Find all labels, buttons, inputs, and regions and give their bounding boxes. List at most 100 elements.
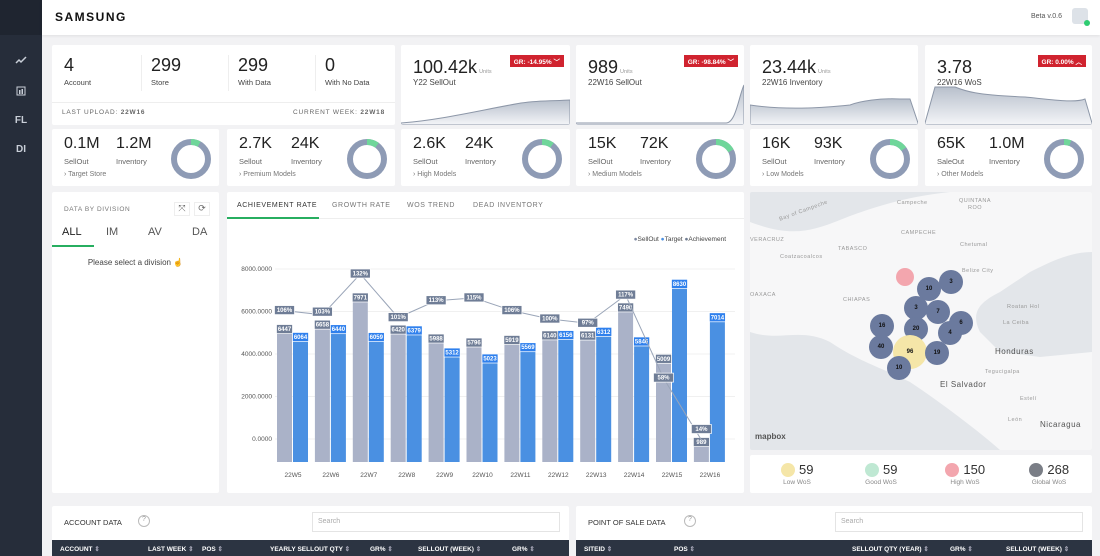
kpi-card[interactable]: 23.44k Units 22W16 Inventory bbox=[750, 45, 918, 125]
column-header[interactable]: GR% ⇕ bbox=[950, 545, 973, 553]
column-header[interactable]: GR% ⇕ bbox=[512, 545, 535, 553]
wos-legend-item[interactable]: 268 Global WoS bbox=[1008, 461, 1090, 486]
target-bar[interactable] bbox=[634, 340, 650, 462]
column-header[interactable]: SELLOUT (WEEK) ⇕ bbox=[418, 545, 481, 553]
segment-card[interactable]: 65K SaleOut 1.0M Inventory › Other Model… bbox=[925, 129, 1092, 186]
sellout-bar[interactable] bbox=[466, 342, 482, 462]
column-header[interactable]: GR% ⇕ bbox=[370, 545, 393, 553]
map-cluster-high[interactable] bbox=[896, 268, 914, 286]
column-header[interactable]: SELLOUT (WEEK) ⇕ bbox=[1006, 545, 1069, 553]
sellout-bar[interactable] bbox=[580, 335, 596, 462]
x-tick-label: 22W14 bbox=[624, 472, 645, 479]
wos-legend-item[interactable]: 59 Low WoS bbox=[756, 461, 838, 486]
map-cluster-global[interactable]: 40 bbox=[869, 335, 893, 359]
division-tab-da[interactable]: DA bbox=[192, 226, 208, 238]
last-upload: LAST UPLOAD: 22W16 bbox=[62, 109, 145, 116]
segment-card[interactable]: 2.6K SellOut 24K Inventory › High Models bbox=[401, 129, 570, 186]
sort-icon[interactable]: ⇕ bbox=[529, 546, 535, 553]
target-bar[interactable] bbox=[596, 331, 612, 462]
column-header[interactable]: LAST WEEK ⇕ bbox=[148, 545, 194, 553]
target-bar[interactable] bbox=[406, 329, 422, 462]
column-header[interactable]: POS ⇕ bbox=[202, 545, 223, 553]
map-cluster-global[interactable]: 16 bbox=[870, 314, 894, 338]
column-header-label: SELLOUT (WEEK) bbox=[418, 546, 474, 553]
sellout-bar[interactable] bbox=[504, 339, 520, 462]
wos-legend-item[interactable]: 59 Good WoS bbox=[840, 461, 922, 486]
division-tab-all[interactable]: ALL bbox=[62, 226, 82, 238]
sort-icon[interactable]: ⇕ bbox=[1063, 546, 1070, 553]
map-cluster-global[interactable]: 7 bbox=[926, 300, 950, 324]
sort-icon[interactable]: ⇕ bbox=[387, 546, 393, 553]
sidebar-item-fl[interactable]: FL bbox=[14, 115, 28, 126]
sort-icon[interactable]: ⇕ bbox=[967, 546, 973, 553]
segment-link[interactable]: › Target Store bbox=[64, 171, 106, 178]
segment-card[interactable]: 16K SellOut 93K Inventory › Low Models bbox=[750, 129, 918, 186]
segment-card[interactable]: 0.1M SellOut 1.2M Inventory › Target Sto… bbox=[52, 129, 219, 186]
column-header[interactable]: POS ⇕ bbox=[674, 545, 695, 553]
sort-icon[interactable]: ⇕ bbox=[94, 546, 100, 553]
sort-icon[interactable]: ⇕ bbox=[689, 546, 695, 553]
sidebar-item-trend[interactable] bbox=[0, 56, 42, 67]
target-bar[interactable] bbox=[520, 346, 536, 462]
segment-link[interactable]: › High Models bbox=[413, 171, 456, 178]
sellout-bar[interactable] bbox=[390, 329, 406, 462]
sidebar-item-calendar[interactable] bbox=[0, 85, 42, 99]
sellout-bar[interactable] bbox=[618, 306, 634, 462]
achievement-label-bg bbox=[577, 317, 599, 328]
sort-icon[interactable]: ⇕ bbox=[344, 546, 351, 553]
sort-icon[interactable]: ⇕ bbox=[923, 546, 929, 553]
wos-legend-item[interactable]: 150 High WoS bbox=[924, 461, 1006, 486]
sort-icon[interactable]: ⇕ bbox=[188, 546, 194, 553]
sort-icon[interactable]: ⇕ bbox=[217, 546, 223, 553]
segment-card[interactable]: 15K SellOut 72K Inventory › Medium Model… bbox=[576, 129, 744, 186]
bar-label-bg bbox=[633, 336, 650, 347]
column-header[interactable]: SITEID ⇕ bbox=[584, 545, 612, 553]
target-bar[interactable] bbox=[293, 336, 308, 462]
division-tab-im[interactable]: IM bbox=[106, 226, 119, 238]
target-bar[interactable] bbox=[558, 334, 574, 462]
bar-label-bg bbox=[557, 330, 575, 340]
map-cluster-global[interactable]: 4 bbox=[938, 321, 962, 345]
map-cluster-global[interactable]: 10 bbox=[887, 356, 911, 380]
sellout-bar[interactable] bbox=[352, 297, 368, 462]
map-cluster-global[interactable]: 19 bbox=[925, 341, 949, 365]
tab-dead-inventory[interactable]: DEAD INVENTORY bbox=[473, 202, 544, 209]
division-tab-av[interactable]: AV bbox=[148, 226, 162, 238]
target-bar[interactable] bbox=[709, 316, 725, 462]
sort-icon[interactable]: ⇕ bbox=[475, 546, 482, 553]
expand-icon[interactable]: ⤧ bbox=[174, 202, 190, 216]
sidebar-item-di[interactable]: DI bbox=[16, 144, 26, 155]
segment-link[interactable]: › Low Models bbox=[762, 171, 804, 178]
column-header[interactable]: YEARLY SELLOUT QTY ⇕ bbox=[270, 545, 350, 553]
refresh-icon[interactable]: ⟳ bbox=[194, 202, 210, 216]
kpi-card[interactable]: 100.42k Units Y22 SellOut GR: -14.95% ﹀ bbox=[401, 45, 570, 125]
target-bar[interactable] bbox=[368, 336, 384, 462]
sellout-bar[interactable] bbox=[542, 334, 558, 462]
kpi-card[interactable]: 3.78 22W16 WoS GR: 0.00% ︿ bbox=[925, 45, 1092, 125]
target-bar[interactable] bbox=[672, 283, 687, 462]
account-search-input[interactable]: Search bbox=[312, 512, 560, 532]
division-message: Please select a division ☝ bbox=[52, 258, 219, 267]
pos-search-input[interactable]: Search bbox=[835, 512, 1083, 532]
tab-growth-rate[interactable]: GROWTH RATE bbox=[332, 202, 391, 209]
column-header[interactable]: SELLOUT QTY (YEAR) ⇕ bbox=[852, 545, 929, 553]
sellout-bar[interactable] bbox=[277, 328, 292, 462]
column-header[interactable]: ACCOUNT ⇕ bbox=[60, 545, 100, 553]
sort-icon[interactable]: ⇕ bbox=[606, 546, 613, 553]
segment-card[interactable]: 2.7K Sellout 24K Inventory › Premium Mod… bbox=[227, 129, 395, 186]
segment-link[interactable]: › Premium Models bbox=[239, 171, 296, 178]
tab-wos-trend[interactable]: WOS TREND bbox=[407, 202, 456, 209]
kpi-card[interactable]: 989 Units 22W16 SellOut GR: -98.84% ﹀ bbox=[576, 45, 744, 125]
sellout-bar[interactable] bbox=[314, 324, 330, 462]
map-cluster-global[interactable]: 3 bbox=[939, 270, 963, 294]
tab-achievement-rate[interactable]: ACHIEVEMENT RATE bbox=[237, 202, 318, 209]
target-bar[interactable] bbox=[482, 358, 498, 462]
target-bar[interactable] bbox=[330, 328, 346, 462]
segment-link[interactable]: › Other Models bbox=[937, 171, 983, 178]
target-bar[interactable] bbox=[444, 352, 460, 462]
sellout-bar[interactable] bbox=[428, 338, 444, 462]
map-cluster-global[interactable]: 3 bbox=[904, 296, 928, 320]
help-icon[interactable]: ? bbox=[138, 515, 150, 527]
help-icon[interactable]: ? bbox=[684, 515, 696, 527]
segment-link[interactable]: › Medium Models bbox=[588, 171, 642, 178]
